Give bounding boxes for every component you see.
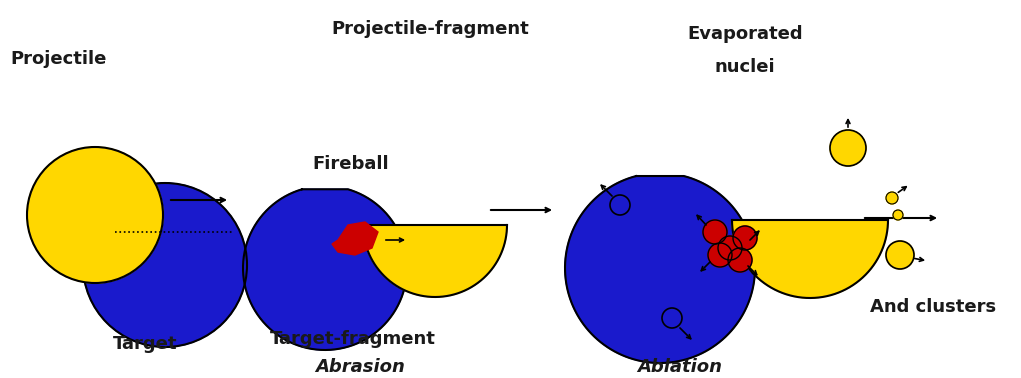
Circle shape xyxy=(830,130,866,166)
Circle shape xyxy=(610,195,630,215)
Polygon shape xyxy=(243,189,407,350)
Text: Projectile: Projectile xyxy=(10,50,106,68)
Polygon shape xyxy=(332,222,378,255)
Text: Target-fragment: Target-fragment xyxy=(270,330,436,348)
Circle shape xyxy=(728,248,752,272)
Text: Fireball: Fireball xyxy=(312,155,389,173)
Text: And clusters: And clusters xyxy=(870,298,996,316)
Text: Target: Target xyxy=(112,335,178,353)
Text: Abrasion: Abrasion xyxy=(315,358,405,376)
Polygon shape xyxy=(565,176,755,363)
Circle shape xyxy=(83,183,247,347)
Circle shape xyxy=(27,147,163,283)
Circle shape xyxy=(708,243,732,267)
Text: nuclei: nuclei xyxy=(715,58,775,76)
Circle shape xyxy=(733,226,757,250)
Text: Projectile-fragment: Projectile-fragment xyxy=(331,20,529,38)
Circle shape xyxy=(718,236,742,260)
Polygon shape xyxy=(732,220,888,298)
Text: Ablation: Ablation xyxy=(637,358,723,376)
Text: Evaporated: Evaporated xyxy=(687,25,803,43)
Circle shape xyxy=(703,220,727,244)
Circle shape xyxy=(662,308,682,328)
Circle shape xyxy=(886,241,914,269)
Circle shape xyxy=(893,210,903,220)
Polygon shape xyxy=(363,225,507,297)
Circle shape xyxy=(886,192,898,204)
